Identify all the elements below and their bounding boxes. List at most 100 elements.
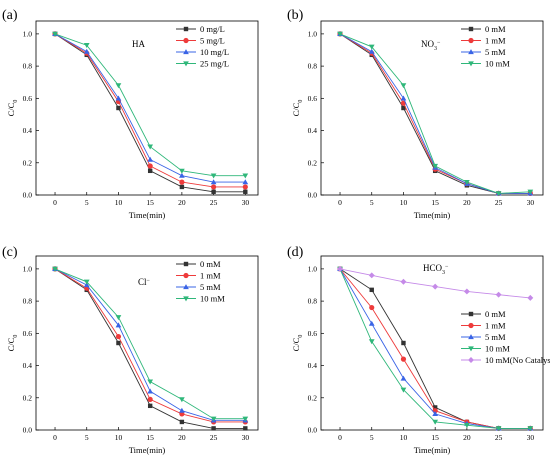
- legend-label: 5 mg/L: [200, 36, 225, 46]
- data-point: [83, 43, 90, 49]
- annotation-main: HA: [132, 39, 145, 49]
- data-point: [464, 423, 470, 429]
- annotation-sub: 3: [442, 270, 445, 276]
- panel-label: (b): [287, 8, 304, 23]
- x-tick-label: 5: [370, 433, 374, 442]
- y-tick-label: 0.0: [23, 191, 33, 200]
- x-tick-label: 20: [178, 433, 186, 442]
- data-point: [432, 405, 438, 410]
- x-tick-label: 15: [431, 198, 439, 207]
- x-tick-label: 25: [495, 198, 503, 207]
- data-point: [495, 291, 502, 298]
- legend-marker: [183, 284, 189, 290]
- data-point: [210, 416, 217, 422]
- legend: 0 mM 1 mM5 mM 10 mM: [176, 259, 225, 304]
- y-tick-label: 0.6: [308, 329, 318, 338]
- annotation-sup: −: [445, 264, 449, 270]
- legend: 0 mM 1 mM5 mM 10 mM: [461, 24, 510, 69]
- data-point: [210, 173, 217, 179]
- annotation: NO3−: [421, 39, 441, 52]
- data-point: [432, 419, 439, 425]
- y-axis-title-sub: 0: [298, 335, 304, 338]
- series-3: [52, 31, 249, 179]
- y-tick-label: 0.4: [308, 126, 318, 135]
- legend-label: 0 mg/L: [200, 24, 225, 34]
- annotation-sup: −: [147, 278, 151, 284]
- panel-label: (c): [2, 245, 18, 260]
- data-point: [147, 379, 154, 385]
- legend-marker: [183, 49, 189, 55]
- legend-label: 1 mM: [485, 36, 506, 46]
- data-point: [243, 189, 248, 194]
- data-point: [400, 375, 407, 381]
- data-point: [242, 179, 249, 185]
- data-point: [52, 31, 58, 37]
- y-tick-label: 0.6: [23, 329, 33, 338]
- data-point: [147, 168, 153, 174]
- data-point: [211, 426, 216, 431]
- legend-label: 10 mM: [200, 294, 225, 304]
- x-tick-label: 15: [146, 198, 154, 207]
- y-tick-label: 0.8: [308, 62, 318, 71]
- legend-label: 5 mM: [485, 332, 506, 342]
- data-point: [83, 279, 90, 285]
- data-point: [242, 184, 248, 190]
- legend-label: 10 mg/L: [200, 47, 229, 57]
- data-point: [179, 407, 185, 413]
- legend-marker: [183, 26, 189, 32]
- x-tick-label: 20: [178, 198, 186, 207]
- legend-marker: [468, 61, 474, 67]
- x-tick-label: 10: [115, 198, 123, 207]
- y-tick-label: 0.4: [23, 361, 33, 370]
- legend-label: 10 mM: [485, 59, 510, 69]
- data-point: [147, 163, 153, 169]
- data-point: [368, 320, 375, 326]
- y-tick-label: 0.0: [308, 426, 318, 435]
- x-tick-label: 20: [463, 433, 471, 442]
- data-point: [400, 387, 407, 393]
- data-point: [147, 396, 153, 402]
- legend-marker: [468, 49, 474, 55]
- data-point: [527, 189, 534, 195]
- x-tick-label: 0: [53, 198, 57, 207]
- y-axis-title-sub: 0: [13, 100, 19, 103]
- series-3: [337, 31, 534, 197]
- data-point: [243, 426, 248, 431]
- plot-frame: [320, 255, 544, 431]
- data-point: [527, 294, 534, 301]
- legend-marker: [183, 37, 189, 44]
- data-point: [210, 179, 217, 185]
- x-tick-label: 30: [242, 433, 250, 442]
- data-point: [179, 172, 185, 178]
- legend-marker: [183, 61, 189, 67]
- data-point: [432, 411, 439, 417]
- x-tick-label: 20: [463, 198, 471, 207]
- data-point: [242, 173, 249, 179]
- y-tick-label: 0.4: [308, 361, 318, 370]
- legend-marker: [183, 296, 189, 302]
- legend-label: 0 mM: [200, 259, 221, 269]
- x-tick-label: 5: [85, 198, 89, 207]
- data-point: [368, 48, 375, 54]
- y-tick-label: 0.6: [23, 94, 33, 103]
- annotation: Cl−: [138, 277, 151, 287]
- plot-frame: [35, 20, 259, 196]
- x-tick-label: 0: [338, 198, 342, 207]
- data-point: [147, 144, 154, 150]
- x-tick-label: 10: [400, 433, 408, 442]
- annotation: HCO3−: [423, 263, 449, 276]
- data-point: [147, 403, 153, 409]
- y-tick-label: 0.2: [23, 393, 33, 402]
- data-point: [400, 356, 407, 362]
- y-axis-title-main: C/C: [6, 102, 16, 116]
- x-tick-label: 5: [85, 433, 89, 442]
- legend-label: 5 mM: [200, 282, 221, 292]
- x-axis-title: Time(min): [414, 210, 451, 220]
- data-point: [211, 184, 217, 190]
- data-point: [242, 416, 249, 422]
- data-point: [368, 44, 375, 50]
- y-tick-label: 0.2: [23, 158, 33, 167]
- x-tick-label: 25: [210, 433, 218, 442]
